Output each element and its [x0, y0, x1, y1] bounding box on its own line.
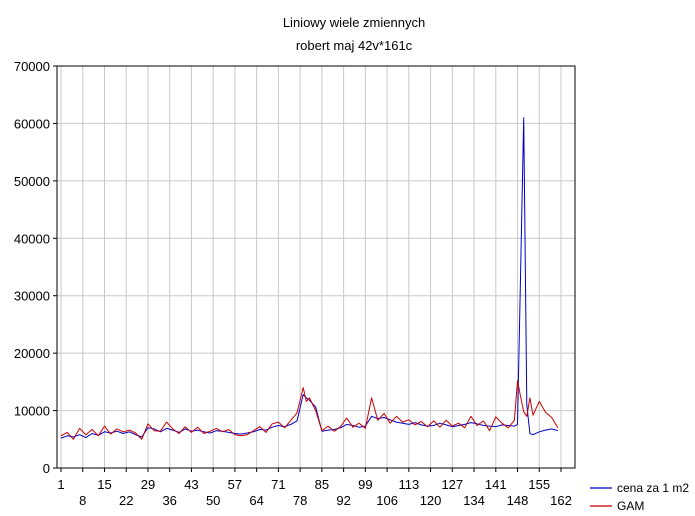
x-tick-label: 36	[162, 493, 176, 508]
x-tick-label: 15	[97, 477, 111, 492]
x-tick-label: 106	[376, 493, 398, 508]
x-tick-label: 1	[57, 477, 64, 492]
series-line-cena-za-1-m2	[60, 117, 559, 439]
chart-title: Liniowy wiele zmiennych	[283, 15, 425, 30]
x-tick-label: 50	[206, 493, 220, 508]
y-tick-label: 0	[43, 461, 50, 476]
x-tick-label: 92	[336, 493, 350, 508]
x-tick-label: 120	[420, 493, 442, 508]
axis-labels: 0 10000 20000 30000 40000 50000 60000 70000 1 15 2…	[14, 59, 572, 508]
x-tick-label: 8	[79, 493, 86, 508]
x-tick-label: 162	[550, 493, 572, 508]
series-line-gam	[60, 380, 559, 440]
x-tick-label: 43	[184, 477, 198, 492]
x-tick-label: 57	[228, 477, 242, 492]
y-tick-label: 40000	[14, 231, 50, 246]
x-tick-label: 85	[315, 477, 329, 492]
x-tick-label: 22	[119, 493, 133, 508]
x-tick-label: 127	[441, 477, 463, 492]
x-tick-label: 134	[463, 493, 485, 508]
x-tick-label: 155	[528, 477, 550, 492]
x-tick-label: 71	[271, 477, 285, 492]
y-tick-label: 70000	[14, 59, 50, 74]
x-tick-label: 99	[358, 477, 372, 492]
series-layer	[60, 117, 559, 440]
y-tick-label: 30000	[14, 289, 50, 304]
x-tick-label: 141	[485, 477, 507, 492]
x-tick-label: 64	[249, 493, 263, 508]
chart-subtitle: robert maj 42v*161c	[296, 38, 413, 53]
x-tick-label: 113	[398, 477, 419, 492]
x-tick-label: 29	[141, 477, 155, 492]
legend-label-gam: GAM	[617, 499, 644, 511]
y-tick-label: 10000	[14, 404, 50, 419]
legend: cena za 1 m2 GAM	[590, 481, 689, 513]
x-tick-label: 78	[293, 493, 307, 508]
y-tick-label: 60000	[14, 116, 50, 131]
plot-frame	[56, 65, 576, 469]
y-tick-label: 50000	[14, 174, 50, 189]
y-tick-label: 20000	[14, 346, 50, 361]
legend-label-cena-za-1-m2: cena za 1 m2	[617, 481, 689, 495]
x-tick-label: 148	[507, 493, 529, 508]
